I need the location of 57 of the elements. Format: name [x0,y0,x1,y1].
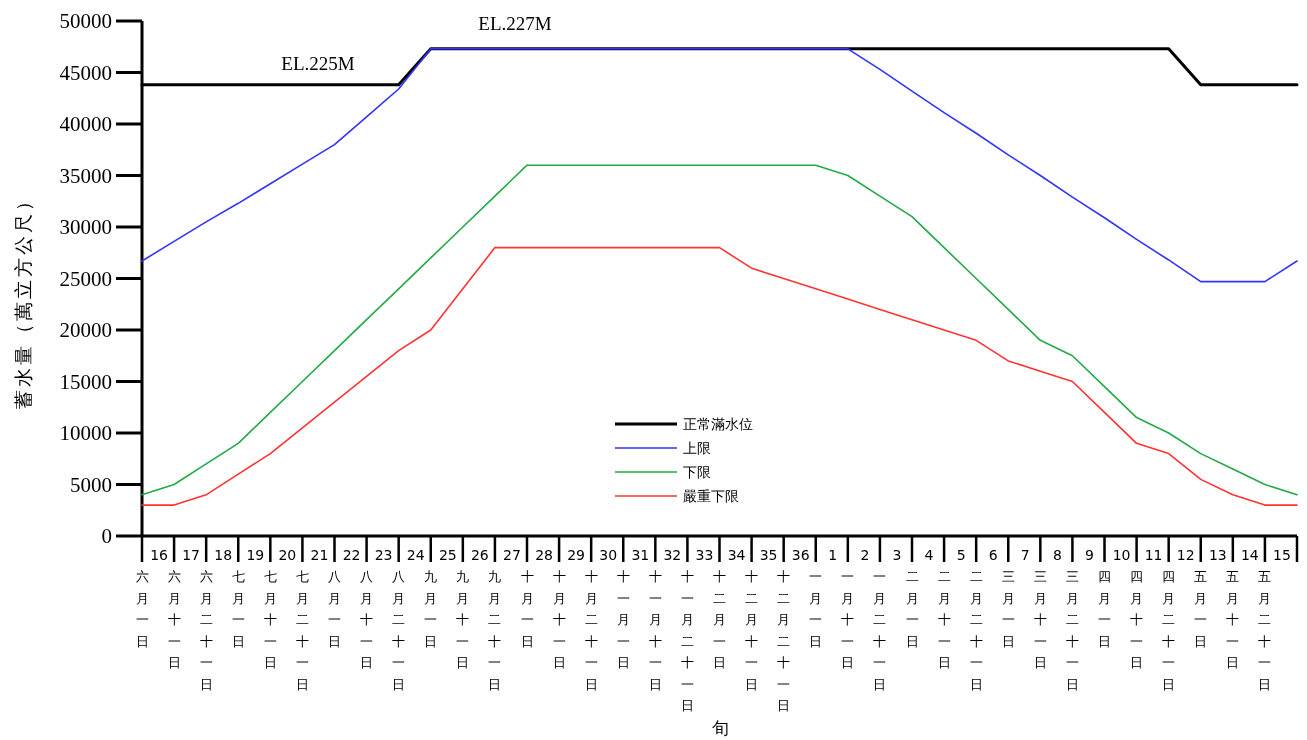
x-tick-label: 9 三月二十一日 [1065,547,1094,692]
x-tick-label: 10 四月一日 [1098,547,1131,649]
y-tick-label: 20000 [59,318,112,343]
y-tick-label: 30000 [59,215,112,240]
x-tick-label: 18 六月二十一日 [199,547,233,692]
y-tick-label: 45000 [59,60,112,85]
x-axis-title: 旬 [711,718,729,738]
x-tick-label: 23 八月十一日 [360,547,393,670]
x-tick-label: 28 十月一日 [520,547,553,649]
y-axis-title: 蓄水量（萬立方公尺） [13,188,34,409]
y-tick-label: 5000 [70,472,112,497]
line-series [141,246,1298,506]
y-tick-label: 15000 [59,369,112,394]
y-tick-label: 35000 [59,163,112,188]
x-tick-label: 4 二月一日 [905,547,934,649]
x-tick-label: 33 十一月二十一日 [680,547,714,713]
x-tick-label: 12 四月二十一日 [1162,547,1195,692]
y-tick-label: 25000 [59,266,112,291]
x-tick-label: 34 十二月一日 [713,547,746,670]
x-tick-label: 27 九月二十一日 [488,547,521,692]
x-tick-label: 8 三月十一日 [1033,547,1062,670]
x-tick-label: 15 五月二十一日 [1258,547,1291,692]
x-tick-label: 24 八月二十一日 [392,547,425,692]
x-tick-label: 30 十月二十一日 [584,547,618,692]
x-tick-label: 7 三月一日 [1001,547,1030,649]
x-tick-label: 22 八月一日 [328,547,361,649]
legend-label: 下限 [683,463,711,480]
y-tick-label: 40000 [59,112,112,137]
x-tick-label: 25 九月一日 [424,547,457,649]
x-tick-label: 5 二月十一日 [937,547,966,670]
x-tick-label: 29 十月十一日 [552,547,586,670]
x-tick-label: 19 七月一日 [231,547,265,649]
legend-label: 嚴重下限 [683,487,739,504]
x-tick-label: 1 一月一日 [809,547,838,649]
x-tick-label: 6 二月二十一日 [969,547,998,692]
x-tick-label: 14 五月十一日 [1226,547,1259,670]
x-tick-label: 20 七月十一日 [263,547,297,670]
legend-label: 正常滿水位 [683,415,753,432]
y-tick-label: 0 [101,524,112,549]
x-tick-label: 35 十二月十一日 [745,547,778,692]
x-tick-label: 36 十二月二十一日 [777,547,810,713]
x-tick-label: 16 六月一日 [135,547,169,649]
x-tick-label: 31 十一月一日 [616,547,650,670]
legend-label: 上限 [683,439,711,456]
x-tick-label: 2 一月十一日 [841,547,870,670]
x-tick-label: 3 一月二十一日 [873,547,902,692]
annotation: EL.225M [281,53,355,74]
x-tick-label: 26 九月十一日 [456,547,489,670]
line-series [141,48,1298,283]
x-tick-label: 11 四月十一日 [1130,547,1163,670]
y-tick-label: 50000 [59,9,112,34]
x-tick-label: 32 十一月十一日 [648,547,682,692]
y-tick-label: 10000 [59,421,112,446]
annotation: EL.227M [478,13,552,34]
x-tick-label: 17 六月十一日 [167,547,201,670]
x-tick-label: 13 五月一日 [1194,547,1227,649]
x-tick-label: 21 七月二十一日 [295,547,329,692]
